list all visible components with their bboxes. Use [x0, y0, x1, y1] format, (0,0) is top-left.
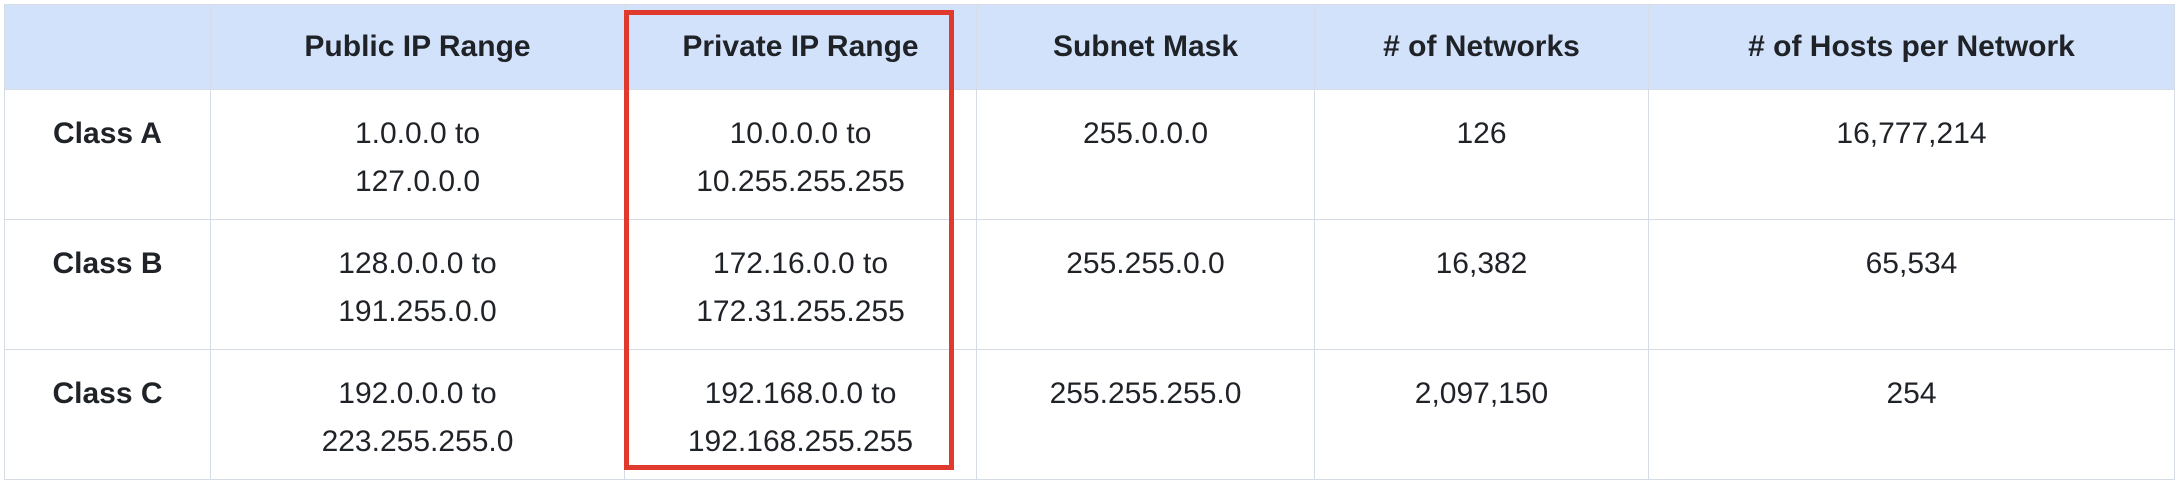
row-label-class-b: Class B: [4, 219, 211, 350]
table-row-class-a: Class A 1.0.0.0 to 127.0.0.0 10.0.0.0 to…: [4, 89, 2175, 220]
row-label-class-a: Class A: [4, 89, 211, 220]
networks-class-a: 126: [1314, 89, 1649, 220]
public-range-start: 192.0.0.0 to: [338, 377, 497, 410]
public-range-start: 1.0.0.0 to: [354, 117, 481, 150]
private-range-class-a: 10.0.0.0 to 10.255.255.255: [624, 89, 977, 220]
header-hosts-per-network: # of Hosts per Network: [1648, 4, 2175, 90]
header-subnet-mask: Subnet Mask: [976, 4, 1315, 90]
private-range-class-b: 172.16.0.0 to 172.31.255.255: [624, 219, 977, 350]
header-public-ip-range: Public IP Range: [210, 4, 625, 90]
networks-class-c: 2,097,150: [1314, 349, 1649, 480]
table-row-class-b: Class B 128.0.0.0 to 191.255.0.0 172.16.…: [4, 219, 2175, 350]
table-row-class-c: Class C 192.0.0.0 to 223.255.255.0 192.1…: [4, 349, 2175, 480]
public-range-class-b: 128.0.0.0 to 191.255.0.0: [210, 219, 625, 350]
row-label-class-c: Class C: [4, 349, 211, 480]
public-range-end: 127.0.0.0: [354, 165, 481, 198]
private-range-end: 10.255.255.255: [696, 165, 905, 198]
private-range-start: 10.0.0.0 to: [729, 117, 872, 150]
ip-class-table: Public IP Range Private IP Range Subnet …: [4, 4, 2175, 480]
public-range-end: 223.255.255.0: [321, 425, 514, 458]
public-range-end: 191.255.0.0: [338, 295, 497, 328]
private-range-start: 172.16.0.0 to: [712, 247, 889, 280]
private-range-start: 192.168.0.0 to: [704, 377, 897, 410]
private-range-end: 192.168.255.255: [687, 425, 914, 458]
private-range-class-c: 192.168.0.0 to 192.168.255.255: [624, 349, 977, 480]
subnet-mask-class-c: 255.255.255.0: [976, 349, 1315, 480]
header-corner: [4, 4, 211, 90]
private-range-end: 172.31.255.255: [696, 295, 905, 328]
networks-class-b: 16,382: [1314, 219, 1649, 350]
subnet-mask-class-b: 255.255.0.0: [976, 219, 1315, 350]
public-range-class-a: 1.0.0.0 to 127.0.0.0: [210, 89, 625, 220]
public-range-start: 128.0.0.0 to: [338, 247, 497, 280]
subnet-mask-class-a: 255.0.0.0: [976, 89, 1315, 220]
header-private-ip-range: Private IP Range: [624, 4, 977, 90]
header-number-of-networks: # of Networks: [1314, 4, 1649, 90]
hosts-class-b: 65,534: [1648, 219, 2175, 350]
public-range-class-c: 192.0.0.0 to 223.255.255.0: [210, 349, 625, 480]
hosts-class-a: 16,777,214: [1648, 89, 2175, 220]
hosts-class-c: 254: [1648, 349, 2175, 480]
header-row: Public IP Range Private IP Range Subnet …: [4, 4, 2175, 90]
